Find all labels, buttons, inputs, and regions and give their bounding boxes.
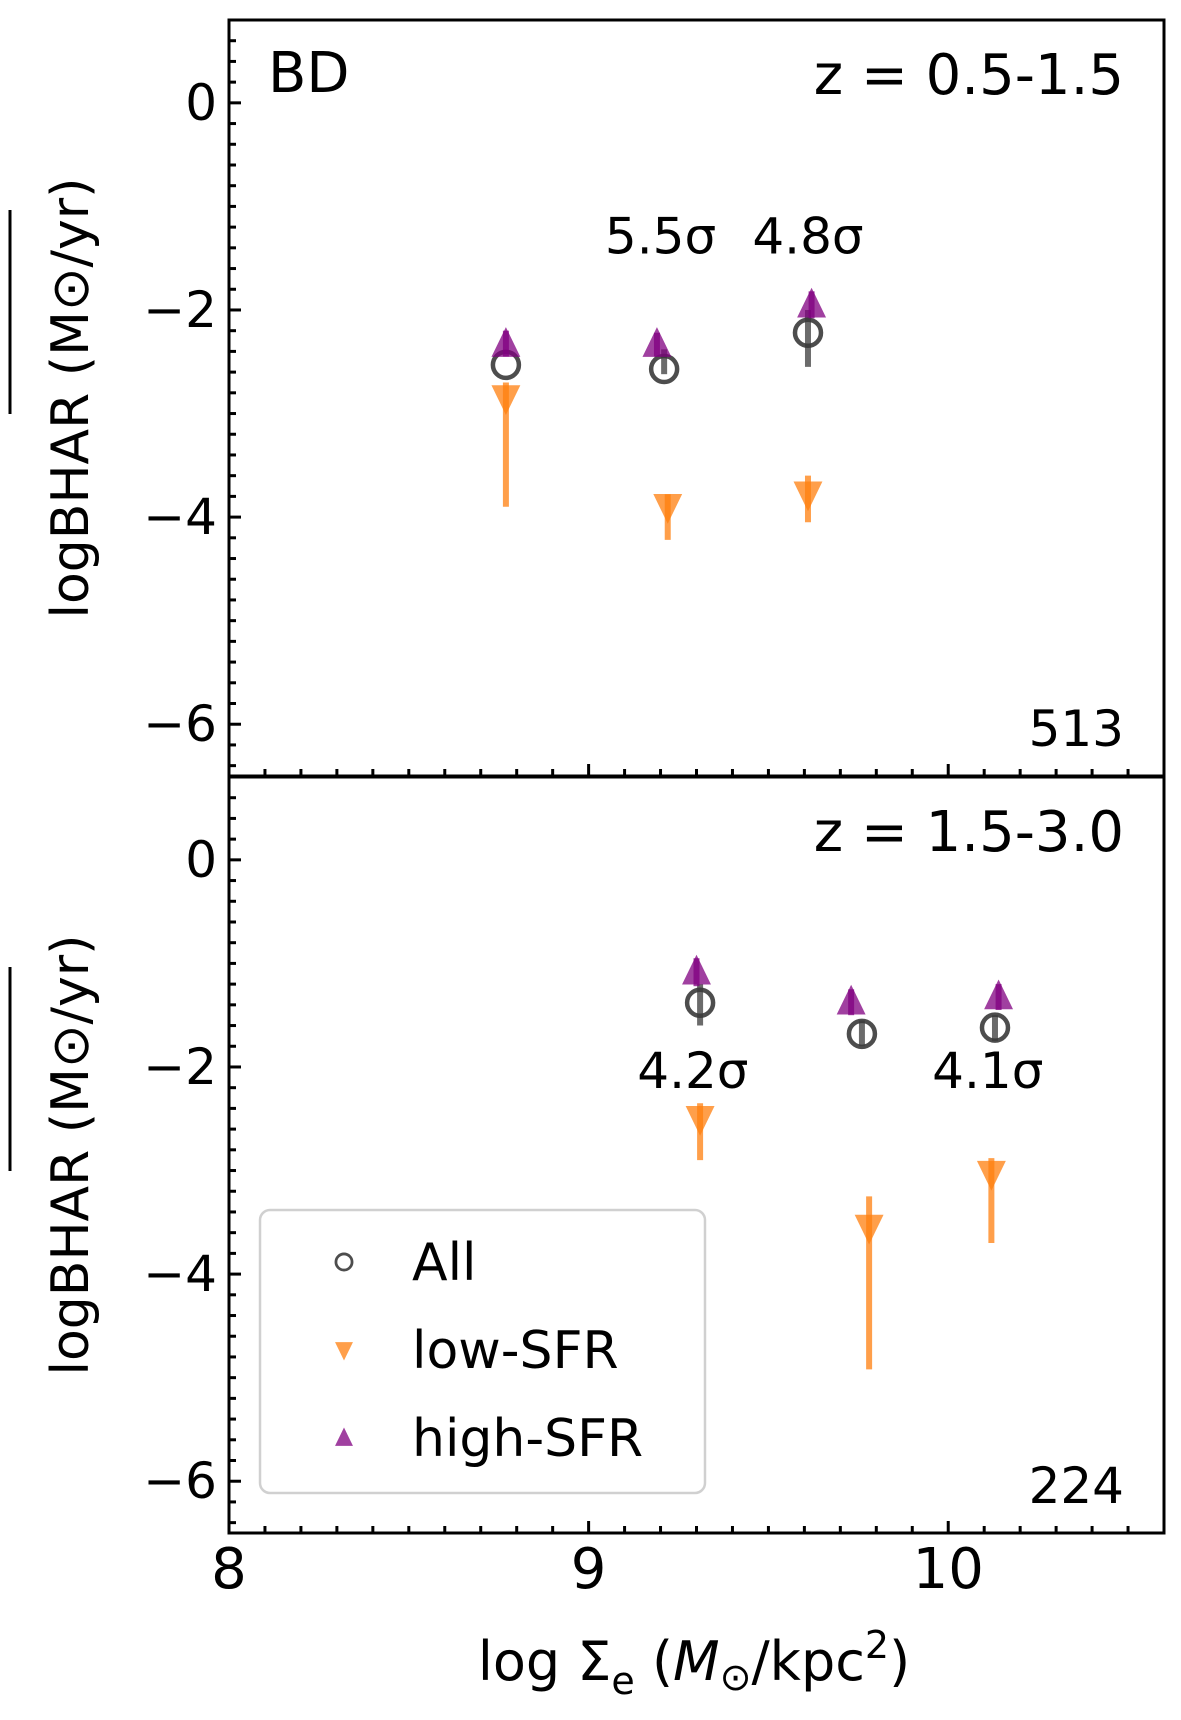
y-tick-label: −4	[143, 488, 217, 546]
legend-label: high-SFR	[412, 1409, 643, 1469]
y-tick-label: −2	[143, 281, 217, 339]
legend	[258, 1208, 707, 1495]
legend-label: All	[412, 1233, 476, 1293]
data-point-low-sfr	[653, 493, 683, 524]
y-tick-label: −2	[143, 1038, 217, 1096]
x-tick-label: 8	[211, 1537, 247, 1602]
redshift-label: z = 1.5-3.0	[814, 800, 1124, 865]
significance-label: 4.2σ	[637, 1042, 748, 1100]
data-point-high-sfr	[797, 287, 827, 318]
redshift-label: z = 0.5-1.5	[814, 43, 1124, 108]
data-point-low-sfr	[976, 1160, 1006, 1191]
count-label: 224	[1029, 1457, 1124, 1515]
y-tick-label: −6	[143, 1452, 217, 1510]
legend-label: low-SFR	[412, 1321, 619, 1381]
plot-frame	[227, 18, 1166, 778]
legend-marker-high-sfr	[335, 1427, 353, 1446]
data-point-high-sfr	[642, 327, 672, 357]
data-point-high-sfr	[984, 979, 1014, 1010]
data-point-high-sfr	[682, 954, 711, 985]
y-tick-label: 0	[185, 74, 217, 132]
y-tick-label: −4	[143, 1245, 217, 1303]
data-point-low-sfr	[854, 1214, 884, 1245]
x-tick-label: 9	[571, 1537, 607, 1602]
y-tick-label: 0	[185, 831, 217, 889]
data-point-all	[979, 1012, 1011, 1043]
data-point-low-sfr	[793, 481, 823, 512]
significance-label: 4.8σ	[752, 207, 863, 265]
data-point-all	[684, 987, 716, 1019]
y-axis-label: logBHAR (M⊙/yr)	[41, 935, 101, 1376]
data-point-all	[792, 317, 824, 349]
panel-top: 0 −2 −4 −6 logBHAR (M⊙/yr) BD z = 0.5-1.5 513 5.…	[8, 18, 1166, 778]
significance-label: 4.1σ	[932, 1042, 1043, 1100]
count-label: 513	[1029, 700, 1124, 758]
y-axis-label: logBHAR (M⊙/yr)	[41, 178, 101, 619]
legend-marker-all	[334, 1252, 354, 1272]
data-point-low-sfr	[685, 1106, 715, 1136]
panel-label: BD	[268, 41, 350, 106]
data-point-low-sfr	[491, 385, 521, 415]
x-tick-label: 10	[913, 1537, 984, 1602]
x-axis-label: log Σe (M⊙/kpc2)	[478, 1623, 910, 1703]
panel-bottom: 0 −2 −4 −6 logBHAR (M⊙/yr) z = 1.5-3.0 224 4.2σ…	[8, 775, 1166, 1535]
data-point-high-sfr	[491, 327, 521, 357]
legend-marker-low-sfr	[335, 1342, 353, 1361]
significance-label: 5.5σ	[605, 207, 716, 265]
data-point-high-sfr	[836, 984, 866, 1015]
data-point-all	[846, 1018, 878, 1050]
y-tick-label: −6	[143, 695, 217, 753]
